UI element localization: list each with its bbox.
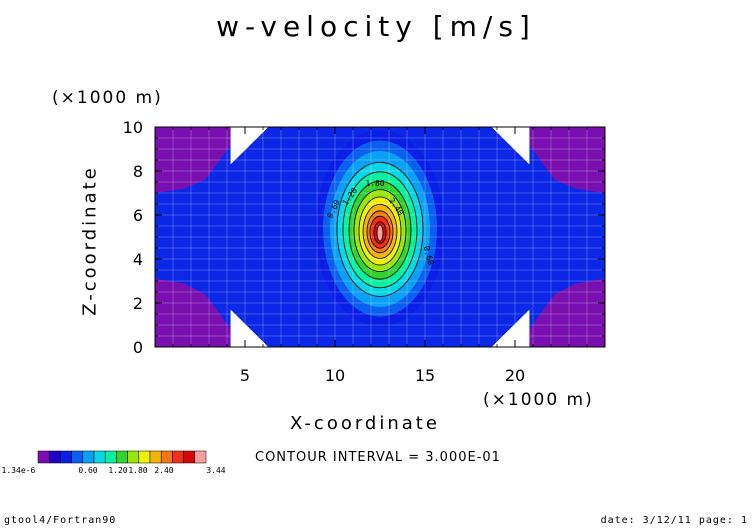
contour-label: 1.80 — [365, 179, 384, 188]
contour-line-6 — [353, 189, 407, 273]
contour-line-9 — [366, 210, 394, 254]
colorbar-swatch — [104, 450, 117, 464]
colorbar-swatch — [116, 450, 128, 464]
blank-region-0 — [230, 127, 269, 165]
x-tick-label: 10 — [325, 366, 345, 385]
colorbar-label: 2.40 — [154, 466, 173, 475]
colorbar-label: -1.34e-6 — [0, 466, 35, 475]
colorbar-swatch — [82, 450, 95, 464]
colorbar-swatch — [160, 450, 173, 464]
x-axis-label: X-coordinate — [290, 413, 440, 434]
corner-region-2 — [155, 278, 231, 347]
axes: 5 10 15 20 0 2 4 6 8 10 — [123, 118, 605, 385]
colorbar-swatch — [37, 450, 50, 464]
y-tick-label: 6 — [133, 206, 143, 225]
colorbar-swatch — [172, 450, 184, 464]
x-tick-label: 5 — [240, 366, 250, 385]
corner-region-0 — [155, 127, 231, 193]
blank-region-3 — [491, 309, 530, 347]
colorbar-swatch — [93, 450, 106, 464]
colorbar-label: 1.80 — [128, 466, 147, 475]
footer-date-page: date: 3/12/11 page: 1 — [600, 515, 748, 526]
y-tick-label: 0 — [133, 338, 143, 357]
colorbar-swatch — [71, 450, 84, 464]
colorbar-swatch — [149, 450, 162, 464]
y-tick-label: 8 — [133, 162, 143, 181]
blank-region-2 — [230, 309, 269, 347]
y-tick-label: 2 — [133, 294, 143, 313]
contour-line-5 — [348, 180, 412, 280]
colorbar-swatch — [48, 450, 61, 464]
contour-band-12 — [377, 225, 383, 241]
contour-line-7 — [358, 196, 402, 266]
contour-line-12 — [376, 224, 384, 242]
colorbar-swatch — [138, 450, 151, 464]
colorbar-swatch — [194, 450, 207, 464]
plot-area — [155, 127, 605, 347]
colorbar-label: 3.44 — [206, 466, 225, 475]
y-tick-label: 4 — [133, 250, 143, 269]
contour-line-3 — [336, 161, 424, 297]
corner-region-1 — [529, 127, 605, 193]
blank-region-1 — [491, 127, 530, 165]
y-tick-label: 10 — [123, 118, 143, 137]
contour-line-4 — [342, 171, 418, 289]
colorbar: -1.34e-6 0.60 1.20 1.80 2.40 3.44 — [0, 450, 226, 475]
colorbar-swatch — [127, 450, 140, 464]
contour-interval-text: CONTOUR INTERVAL = 3.000E-01 — [255, 450, 501, 465]
corner-region-3 — [529, 278, 605, 347]
contour-line-8 — [362, 203, 398, 259]
contour-labels: 0.601.201.802.400.60 — [326, 179, 436, 266]
x-axis-unit: (×1000 m) — [483, 390, 594, 410]
colorbar-label: 1.20 — [108, 466, 127, 475]
contour-lines — [336, 161, 424, 297]
y-axis-unit: (×1000 m) — [52, 88, 163, 108]
chart-title: w-velocity [m/s] — [216, 10, 536, 43]
colorbar-label: 0.60 — [78, 466, 97, 475]
x-tick-label: 15 — [415, 366, 435, 385]
contour-line-11 — [373, 221, 387, 245]
colorbar-swatch — [183, 450, 196, 464]
footer-software: gtool4/Fortran90 — [4, 515, 117, 526]
x-tick-label: 20 — [505, 366, 525, 385]
contour-line-10 — [369, 215, 391, 249]
grid-lines — [155, 127, 605, 347]
colorbar-swatch — [60, 450, 72, 464]
